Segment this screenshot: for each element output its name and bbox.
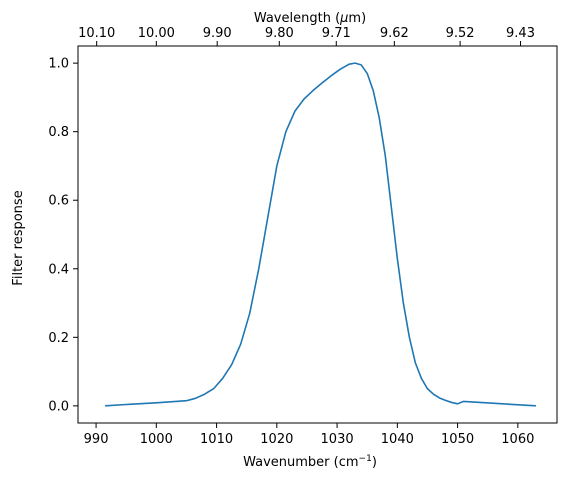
top-axis-title: Wavelength (μm) xyxy=(254,11,366,26)
top-tick-label: 10.10 xyxy=(78,26,115,41)
y-tick-label: 0.0 xyxy=(48,399,69,414)
top-tick-label: 10.00 xyxy=(138,26,175,41)
plot-frame xyxy=(77,45,558,424)
top-axis-ticks: 10.10 10.00 9.90 9.80 9.71 9.62 9.52 9.43 xyxy=(78,26,535,46)
x-tick-label: 990 xyxy=(84,432,109,447)
x-tick-label: 1040 xyxy=(381,432,414,447)
plot-area xyxy=(78,46,557,423)
x-tick-label: 1020 xyxy=(260,432,293,447)
y-axis-title: Filter response xyxy=(11,190,26,285)
y-tick-label: 0.8 xyxy=(48,125,69,140)
bottom-axis-ticks: 990 1000 1010 1020 1030 1040 1050 1060 xyxy=(84,423,534,447)
filter-response-line xyxy=(105,62,536,407)
top-tick-label: 9.80 xyxy=(265,26,294,41)
y-tick-label: 0.2 xyxy=(48,331,69,346)
x-tick-label: 1030 xyxy=(321,432,354,447)
top-tick-label: 9.90 xyxy=(203,26,232,41)
top-tick-label: 9.52 xyxy=(446,26,475,41)
x-tick-label: 1010 xyxy=(200,432,233,447)
top-tick-label: 9.43 xyxy=(506,26,535,41)
top-tick-label: 9.62 xyxy=(380,26,409,41)
x-tick-label: 1060 xyxy=(501,432,534,447)
left-axis-ticks: 0.0 0.2 0.4 0.6 0.8 1.0 xyxy=(48,57,78,414)
y-tick-label: 0.6 xyxy=(48,194,69,209)
x-tick-label: 1000 xyxy=(140,432,173,447)
x-tick-label: 1050 xyxy=(441,432,474,447)
y-tick-label: 1.0 xyxy=(48,57,69,72)
y-tick-label: 0.4 xyxy=(48,262,69,277)
x-axis-title: Wavenumber (cm−1) xyxy=(243,454,377,470)
top-tick-label: 9.71 xyxy=(322,26,351,41)
